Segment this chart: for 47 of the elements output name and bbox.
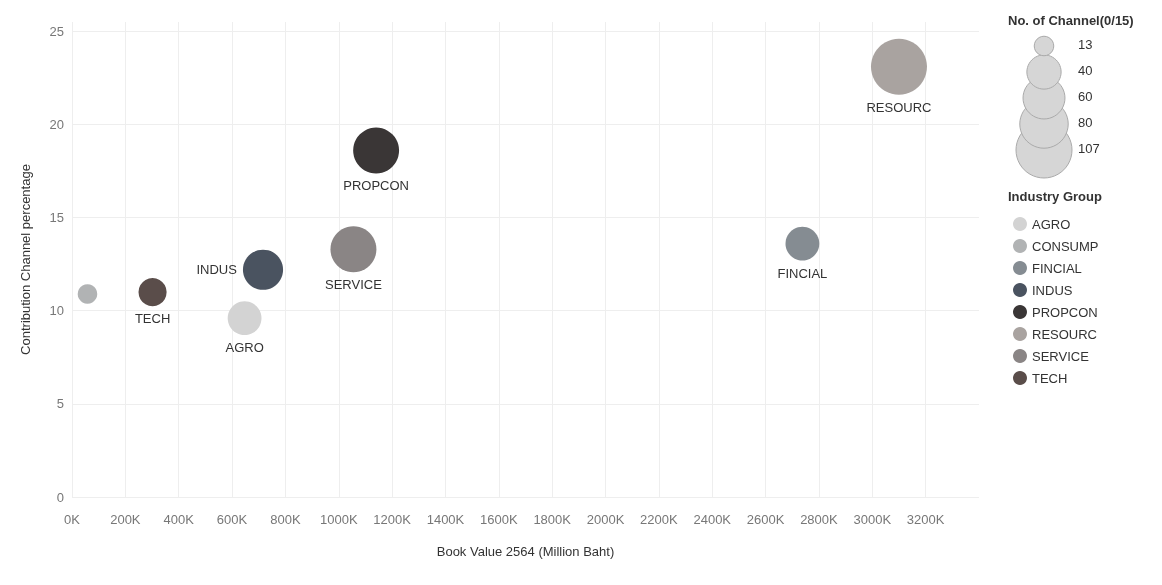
y-tick-label: 15 [49,210,64,226]
text: TECH [134,311,171,327]
legend-label: 80 [1078,115,1093,130]
x-tick-label: 3200K [906,512,945,527]
y-tick-label: 10 [49,303,64,319]
x-tick-label: 3000K [853,512,892,527]
text: PROPCON [343,178,409,194]
legend-label: FINCIAL [1032,260,1082,276]
x-tick-label: 0K [64,512,81,527]
x-tick-label: 1600K [480,512,518,527]
x-tick-label: 2400K [693,512,732,527]
legend-label: INDUS [1032,282,1073,298]
y-axis-title: Contribution Channel percentage [18,164,33,355]
legend-title: Industry Group [1008,189,1102,204]
x-tick-label: 2200K [640,512,679,527]
legend-label: 107 [1078,141,1100,156]
text: SERVICE [325,277,382,293]
text: No. of Channel(0/15) [1008,13,1134,28]
x-tick-label: 1800K [533,512,572,527]
x-tick-label: 2800K [800,512,839,527]
x-tick-label: 600K [216,512,248,527]
legend-label: 13 [1078,37,1093,52]
legend-label: RESOURC [1032,326,1098,342]
y-tick-label: 25 [49,23,64,39]
x-tick-label: 800K [270,512,301,527]
x-tick-label: 200K [110,512,141,527]
x-tick-label: 2000K [586,512,625,527]
x-tick-label: 1200K [373,512,412,527]
text: INDUS [196,262,237,278]
legend-label: TECH [1032,370,1068,386]
x-tick-label: 1400K [426,512,465,527]
text: FINCIAL [777,265,828,281]
text: AGRO [225,340,264,356]
x-tick-label: 2600K [746,512,785,527]
legend-label: AGRO [1032,216,1071,232]
y-tick-label: 0 [56,489,64,505]
legend-label: PROPCON [1032,304,1098,320]
y-tick-label: 5 [56,396,64,412]
text: RESOURC [866,99,932,115]
legend-label: SERVICE [1032,348,1090,364]
legend-label: 40 [1078,63,1093,78]
y-tick-label: 20 [49,116,64,132]
x-tick-label: 400K [163,512,195,527]
legend-label: 60 [1078,89,1093,104]
x-tick-label: 1000K [319,512,358,527]
x-axis-title: Book Value 2564 (Million Baht) [436,544,615,559]
legend-label: CONSUMP [1032,238,1099,254]
